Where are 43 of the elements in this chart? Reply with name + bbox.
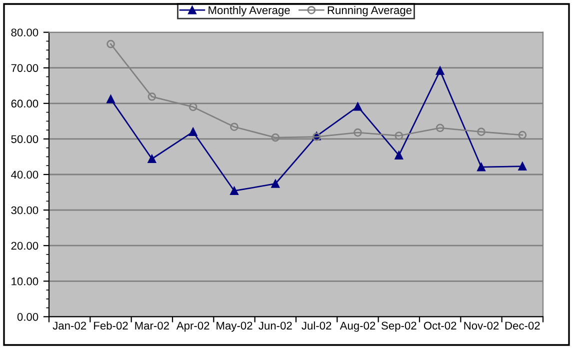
y-tick-label: 70.00 — [11, 64, 38, 72]
x-tick-label: Jul-02 — [302, 321, 332, 330]
point — [271, 180, 280, 188]
point — [436, 124, 444, 132]
x-tick-label: Apr-02 — [176, 322, 210, 332]
point — [230, 122, 238, 132]
point — [518, 162, 527, 170]
point — [477, 162, 486, 172]
y-tick-label: 20.00 — [11, 242, 38, 250]
point — [354, 102, 362, 111]
point — [436, 66, 444, 75]
point — [188, 102, 198, 112]
x-tick-label: Mar-02 — [135, 322, 169, 330]
x-tick-label: Jan-02 — [52, 322, 86, 330]
y-tick-label: 10.00 — [12, 277, 38, 286]
y-tick-label: 30.00 — [11, 206, 38, 214]
x-tick-label: May-02 — [216, 322, 252, 332]
point — [394, 151, 404, 160]
point — [354, 128, 362, 137]
legend-label: Running Average — [328, 6, 412, 16]
y-tick-label: 40.00 — [11, 170, 38, 179]
point — [188, 128, 198, 136]
legend-label: Monthly Average — [208, 6, 290, 16]
x-tick-label: Aug-02 — [340, 322, 376, 332]
point — [477, 128, 486, 136]
y-tick-label: 0.00 — [17, 312, 38, 321]
x-tick-label: Oct-02 — [424, 322, 456, 330]
x-tick-label: Feb-02 — [94, 321, 128, 330]
point — [394, 132, 404, 140]
x-tick-label: Dec-02 — [505, 322, 540, 330]
y-tick-label: 60.00 — [11, 100, 38, 108]
y-tick-label: 50.00 — [11, 135, 38, 144]
point — [148, 154, 156, 164]
point — [230, 186, 238, 196]
point — [106, 40, 115, 48]
y-tick-label: 80.00 — [11, 28, 38, 36]
point — [518, 130, 527, 140]
x-tick-label: Sep-02 — [382, 322, 416, 332]
x-tick-label: Nov-02 — [464, 322, 499, 330]
point — [271, 133, 280, 142]
point — [148, 92, 156, 101]
point — [106, 94, 115, 104]
x-tick-label: Jun-02 — [258, 322, 292, 330]
